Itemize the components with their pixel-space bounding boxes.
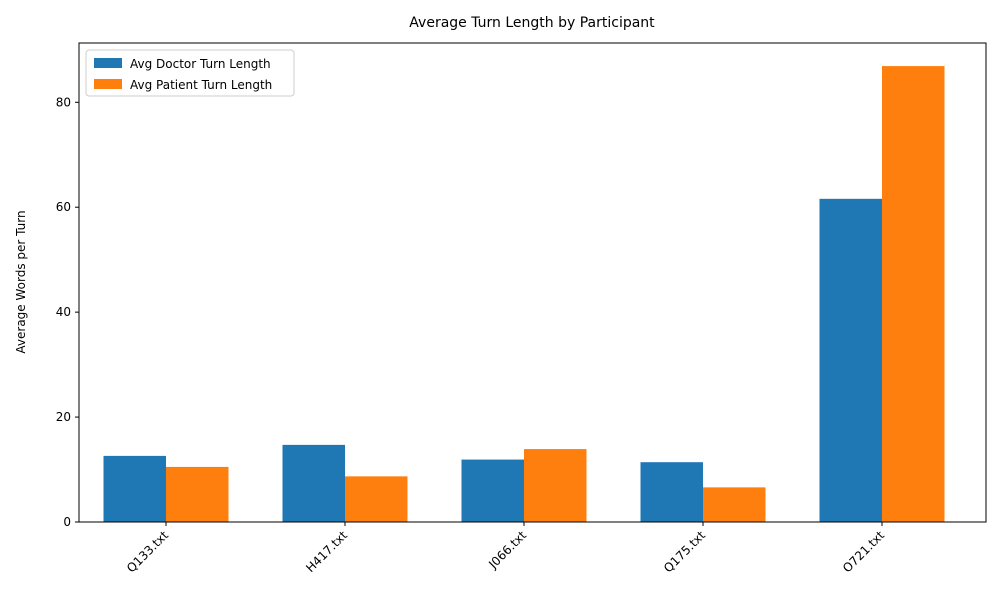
legend: Avg Doctor Turn Length Avg Patient Turn L… <box>85 49 295 97</box>
bar-doctor-J066-txt <box>461 459 524 522</box>
legend-swatch-doctor <box>94 58 122 68</box>
bar-doctor-Q175-txt <box>640 462 703 522</box>
y-tick-label: 0 <box>63 515 71 529</box>
y-tick-label: 60 <box>56 200 71 214</box>
y-axis-label: Average Words per Turn <box>14 210 28 353</box>
plot-frame <box>78 42 987 523</box>
bar-patient-H417-txt <box>345 476 408 522</box>
x-tick-label: Q133.txt <box>124 528 171 575</box>
x-tick-label: Q175.txt <box>661 528 708 575</box>
bar-patient-J066-txt <box>524 449 587 522</box>
x-tick-label: J066.txt <box>485 528 529 572</box>
bar-doctor-O721-txt <box>819 198 882 522</box>
legend-label-doctor: Avg Doctor Turn Length <box>130 57 271 71</box>
x-tick-label: O721.txt <box>840 528 887 575</box>
bar-patient-Q133-txt <box>166 466 229 522</box>
bar-doctor-H417-txt <box>282 444 345 522</box>
y-tick-label: 80 <box>56 95 71 109</box>
bar-doctor-Q133-txt <box>103 455 166 522</box>
chart-title: Average Turn Length by Participant <box>409 15 655 31</box>
bar-patient-O721-txt <box>882 66 945 522</box>
y-tick-label: 40 <box>56 305 71 319</box>
bar-patient-Q175-txt <box>703 487 766 522</box>
x-tick-label: H417.txt <box>303 528 350 575</box>
legend-label-patient: Avg Patient Turn Length <box>130 78 272 92</box>
legend-box <box>85 49 295 97</box>
y-tick-label: 20 <box>56 410 71 424</box>
legend-swatch-patient <box>94 79 122 89</box>
plot-area: 0 20 40 60 80 Q133.txt H417.txt J066.txt Q175.tx… <box>56 42 987 575</box>
